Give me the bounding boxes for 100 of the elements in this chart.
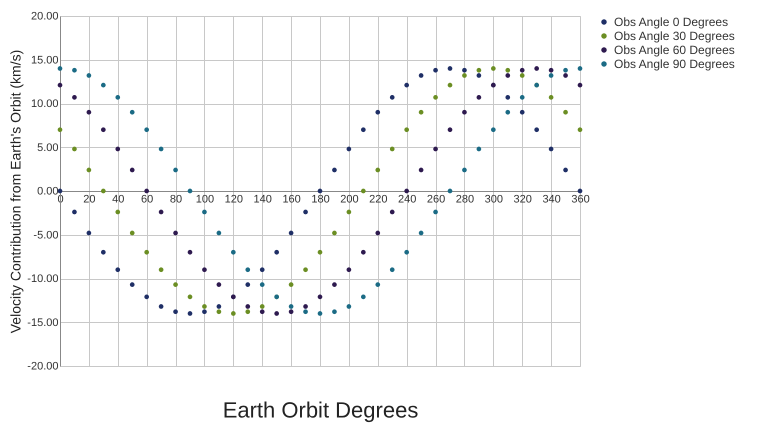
point xyxy=(173,309,178,314)
point xyxy=(130,168,135,172)
point xyxy=(404,82,410,88)
point xyxy=(100,82,106,88)
y-tick-label: -10.00 xyxy=(27,273,58,285)
point xyxy=(346,267,352,272)
point xyxy=(332,168,337,172)
point xyxy=(100,250,106,255)
point xyxy=(86,110,92,115)
point xyxy=(158,146,164,152)
point xyxy=(288,309,294,314)
x-tick-label: 360 xyxy=(571,194,590,206)
point xyxy=(245,304,250,309)
point xyxy=(476,146,482,152)
point xyxy=(548,95,554,100)
point xyxy=(216,230,222,236)
point xyxy=(433,68,438,73)
x-tick-label: 140 xyxy=(254,194,272,206)
point xyxy=(404,250,410,255)
point xyxy=(375,110,380,115)
y-tick-label: 20.00 xyxy=(30,10,58,22)
point xyxy=(462,68,467,73)
point xyxy=(288,282,294,287)
point xyxy=(216,304,222,309)
point xyxy=(520,110,525,115)
legend-label: Obs Angle 0 Degrees xyxy=(614,15,728,29)
point xyxy=(476,68,482,73)
y-tick-label: 15.00 xyxy=(30,54,58,66)
point xyxy=(303,304,308,309)
y-tick-label: 5.00 xyxy=(37,142,58,154)
point xyxy=(188,188,192,194)
point xyxy=(245,267,250,272)
point xyxy=(188,311,192,316)
point xyxy=(318,311,322,316)
point xyxy=(332,309,337,314)
point xyxy=(332,282,337,287)
point xyxy=(72,210,77,214)
point xyxy=(360,294,366,300)
point xyxy=(563,68,568,73)
point xyxy=(534,127,540,132)
point xyxy=(100,127,106,132)
point xyxy=(318,250,322,255)
y-tick-label: -5.00 xyxy=(33,229,58,242)
point xyxy=(346,304,352,309)
point xyxy=(433,210,438,214)
y-axis-title: Velocity Contribution from Earth's Orbit (km/s) xyxy=(7,50,24,334)
x-tick-label: 200 xyxy=(340,194,359,206)
point xyxy=(173,230,178,236)
point xyxy=(158,210,164,214)
point xyxy=(130,282,135,287)
point xyxy=(433,95,438,100)
point xyxy=(418,73,424,78)
point xyxy=(390,267,395,272)
point xyxy=(520,73,525,78)
legend-label: Obs Angle 60 Degrees xyxy=(614,43,735,57)
y-tick-label: -20.00 xyxy=(27,360,58,372)
point xyxy=(130,230,135,236)
point xyxy=(375,282,380,287)
point xyxy=(158,304,164,309)
point xyxy=(448,82,452,88)
point xyxy=(288,230,294,236)
point xyxy=(462,110,467,115)
x-tick-label: 220 xyxy=(369,194,388,206)
point xyxy=(375,168,380,172)
point xyxy=(230,311,236,316)
point xyxy=(490,127,496,132)
x-tick-label: 160 xyxy=(282,194,301,206)
point xyxy=(346,210,352,214)
point xyxy=(548,68,554,73)
point xyxy=(505,73,510,78)
point xyxy=(476,95,482,100)
point xyxy=(578,188,582,194)
x-tick-label: 240 xyxy=(398,194,416,206)
point xyxy=(390,95,395,100)
point xyxy=(72,68,77,73)
x-axis-title: Earth Orbit Degrees xyxy=(222,398,418,422)
point xyxy=(245,309,250,314)
point xyxy=(578,66,582,71)
point xyxy=(490,66,496,71)
point xyxy=(202,309,207,314)
point xyxy=(288,304,294,309)
point xyxy=(318,294,322,300)
point xyxy=(115,95,120,100)
point xyxy=(346,146,352,152)
point xyxy=(115,267,120,272)
point xyxy=(520,95,525,100)
legend-label: Obs Angle 30 Degrees xyxy=(614,29,735,43)
point xyxy=(433,146,438,152)
point xyxy=(274,311,280,316)
point xyxy=(260,304,265,309)
point xyxy=(260,267,265,272)
point xyxy=(303,267,308,272)
point xyxy=(563,168,568,172)
point xyxy=(72,146,77,152)
point xyxy=(418,168,424,172)
point xyxy=(578,127,582,132)
point xyxy=(115,146,120,152)
point xyxy=(505,95,510,100)
point xyxy=(476,73,482,78)
point xyxy=(202,267,207,272)
